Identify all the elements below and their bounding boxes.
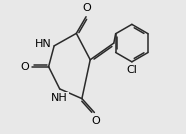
Text: O: O — [91, 116, 100, 126]
Text: O: O — [20, 62, 29, 72]
Text: NH: NH — [51, 93, 68, 103]
Text: O: O — [82, 3, 91, 13]
Text: Cl: Cl — [126, 65, 137, 75]
Text: HN: HN — [35, 40, 51, 49]
